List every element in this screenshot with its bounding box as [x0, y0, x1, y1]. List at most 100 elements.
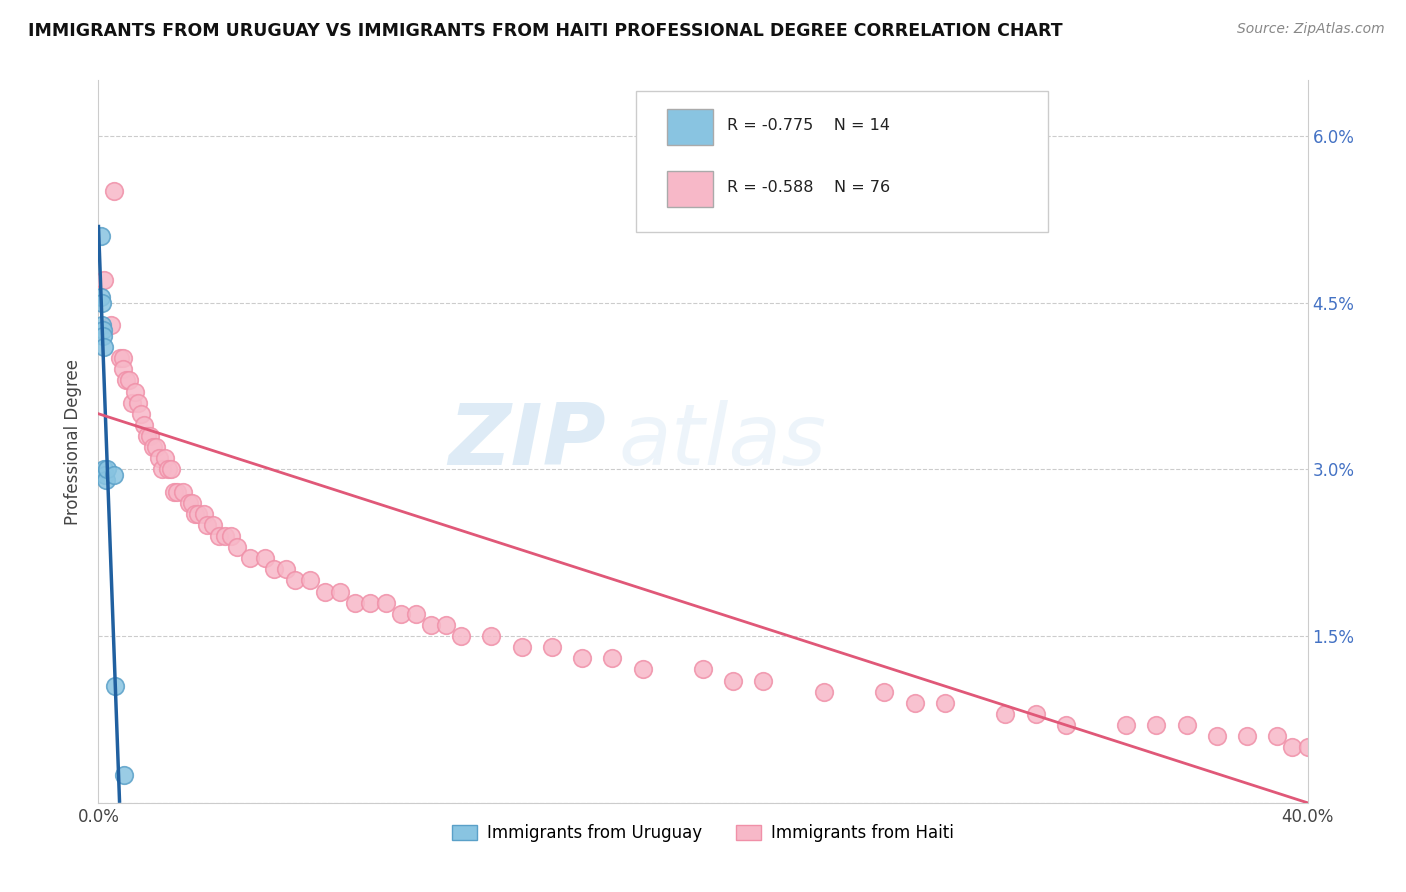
Point — [1115, 718, 1137, 732]
Point — [148, 451, 170, 466]
Point — [96, 462, 118, 476]
Point — [813, 684, 835, 698]
Point — [239, 551, 262, 566]
Point — [91, 323, 114, 337]
Point — [179, 496, 201, 510]
Point — [112, 768, 135, 782]
Point — [93, 340, 115, 354]
Point — [1024, 706, 1046, 721]
Point — [274, 562, 297, 576]
Point — [571, 651, 593, 665]
Point — [94, 467, 117, 482]
Point — [631, 662, 654, 676]
Point — [135, 429, 157, 443]
Point — [299, 574, 322, 588]
Point — [187, 507, 209, 521]
Text: Source: ZipAtlas.com: Source: ZipAtlas.com — [1237, 22, 1385, 37]
Point — [904, 696, 927, 710]
Point — [314, 584, 336, 599]
Point — [202, 517, 225, 532]
Point — [360, 596, 382, 610]
Point — [166, 484, 188, 499]
Point — [100, 318, 122, 332]
Point — [90, 290, 112, 304]
Point — [344, 596, 367, 610]
Point — [1206, 729, 1229, 743]
Point — [389, 607, 412, 621]
Point — [103, 467, 125, 482]
Point — [221, 529, 243, 543]
Point — [132, 417, 155, 432]
Point — [284, 574, 307, 588]
Point — [1267, 729, 1289, 743]
Point — [374, 596, 396, 610]
Point — [91, 295, 114, 310]
Point — [329, 584, 352, 599]
Point — [111, 362, 134, 376]
Point — [1296, 740, 1319, 755]
Point — [93, 273, 115, 287]
Point — [181, 496, 204, 510]
Point — [108, 351, 131, 366]
Point — [94, 474, 117, 488]
Point — [156, 462, 179, 476]
Text: R = -0.775    N = 14: R = -0.775 N = 14 — [727, 119, 890, 133]
Point — [145, 440, 167, 454]
FancyBboxPatch shape — [637, 91, 1047, 232]
Point — [103, 185, 125, 199]
Point — [1175, 718, 1198, 732]
Text: IMMIGRANTS FROM URUGUAY VS IMMIGRANTS FROM HAITI PROFESSIONAL DEGREE CORRELATION: IMMIGRANTS FROM URUGUAY VS IMMIGRANTS FR… — [28, 22, 1063, 40]
Point — [184, 507, 207, 521]
Point — [153, 451, 176, 466]
Point — [540, 640, 562, 655]
Point — [91, 329, 114, 343]
Point — [1236, 729, 1258, 743]
Point — [214, 529, 236, 543]
Point — [91, 318, 114, 332]
Point — [193, 507, 215, 521]
Point — [142, 440, 165, 454]
Point — [873, 684, 896, 698]
Point — [226, 540, 249, 554]
Point — [481, 629, 503, 643]
Point — [1281, 740, 1303, 755]
Point — [450, 629, 472, 643]
Y-axis label: Professional Degree: Professional Degree — [65, 359, 83, 524]
Point — [104, 679, 127, 693]
Point — [124, 384, 146, 399]
Point — [111, 351, 134, 366]
Point — [263, 562, 285, 576]
Point — [208, 529, 231, 543]
Point — [93, 462, 115, 476]
Point — [150, 462, 173, 476]
Point — [118, 373, 141, 387]
Point — [510, 640, 533, 655]
Point — [723, 673, 745, 688]
Point — [114, 373, 136, 387]
Point — [253, 551, 276, 566]
Point — [752, 673, 775, 688]
Point — [127, 395, 149, 409]
Point — [434, 618, 457, 632]
Point — [139, 429, 162, 443]
Point — [692, 662, 714, 676]
Point — [420, 618, 443, 632]
Point — [195, 517, 218, 532]
Point — [934, 696, 956, 710]
Text: atlas: atlas — [619, 400, 827, 483]
Point — [160, 462, 183, 476]
Text: ZIP: ZIP — [449, 400, 606, 483]
Point — [1054, 718, 1077, 732]
Legend: Immigrants from Uruguay, Immigrants from Haiti: Immigrants from Uruguay, Immigrants from… — [446, 817, 960, 848]
Text: R = -0.588    N = 76: R = -0.588 N = 76 — [727, 179, 890, 194]
Point — [172, 484, 194, 499]
Point — [121, 395, 143, 409]
Point — [163, 484, 186, 499]
Point — [994, 706, 1017, 721]
Point — [90, 228, 112, 243]
Bar — [666, 170, 713, 207]
Point — [602, 651, 624, 665]
Point — [405, 607, 427, 621]
Bar — [666, 109, 713, 145]
Point — [1144, 718, 1167, 732]
